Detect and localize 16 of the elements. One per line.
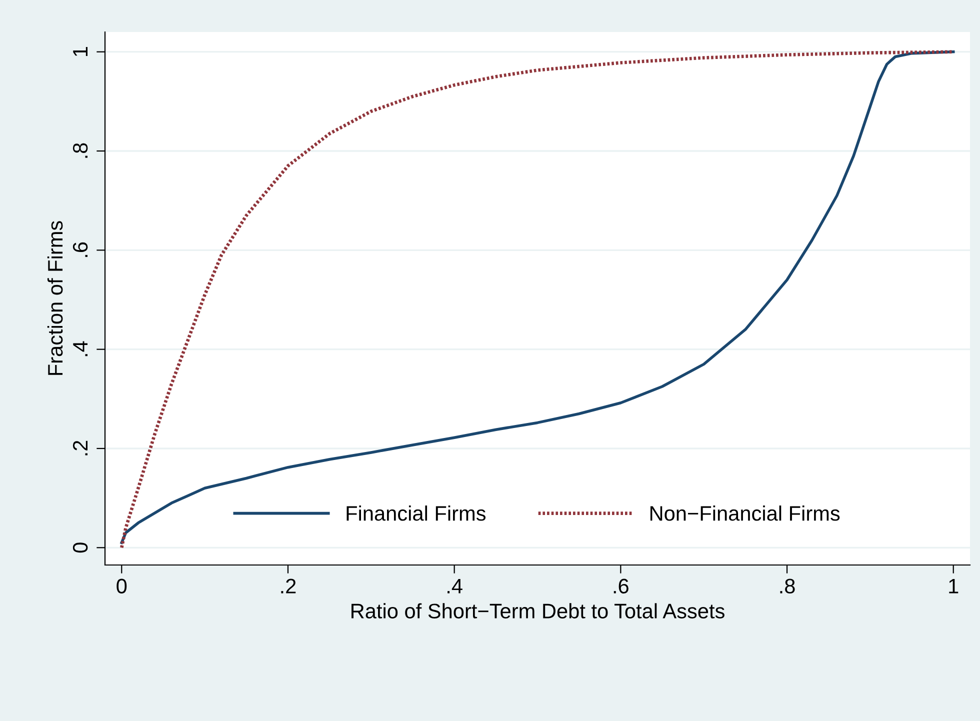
legend-label: Financial Firms xyxy=(346,506,486,521)
x-tick-label: 0 xyxy=(116,578,127,594)
y-axis-title: Fraction of Firms xyxy=(47,221,63,375)
legend-label: Non−Financial Firms xyxy=(650,506,840,521)
y-tick-label: .8 xyxy=(72,143,88,158)
y-tick-label: .2 xyxy=(72,440,88,456)
x-tick-label: .2 xyxy=(281,578,296,594)
y-tick-label: .4 xyxy=(73,341,88,356)
y-tick-label: 1 xyxy=(73,47,88,56)
x-tick-label: 1 xyxy=(949,578,958,594)
x-tick-label: .6 xyxy=(614,578,628,594)
x-tick-label: .8 xyxy=(780,578,795,594)
y-tick-label: 0 xyxy=(72,542,88,553)
x-axis-title: Ratio of Short−Term Debt to Total Assets xyxy=(352,603,724,618)
y-tick-label: .6 xyxy=(72,242,88,257)
x-tick-label: .4 xyxy=(448,578,462,594)
